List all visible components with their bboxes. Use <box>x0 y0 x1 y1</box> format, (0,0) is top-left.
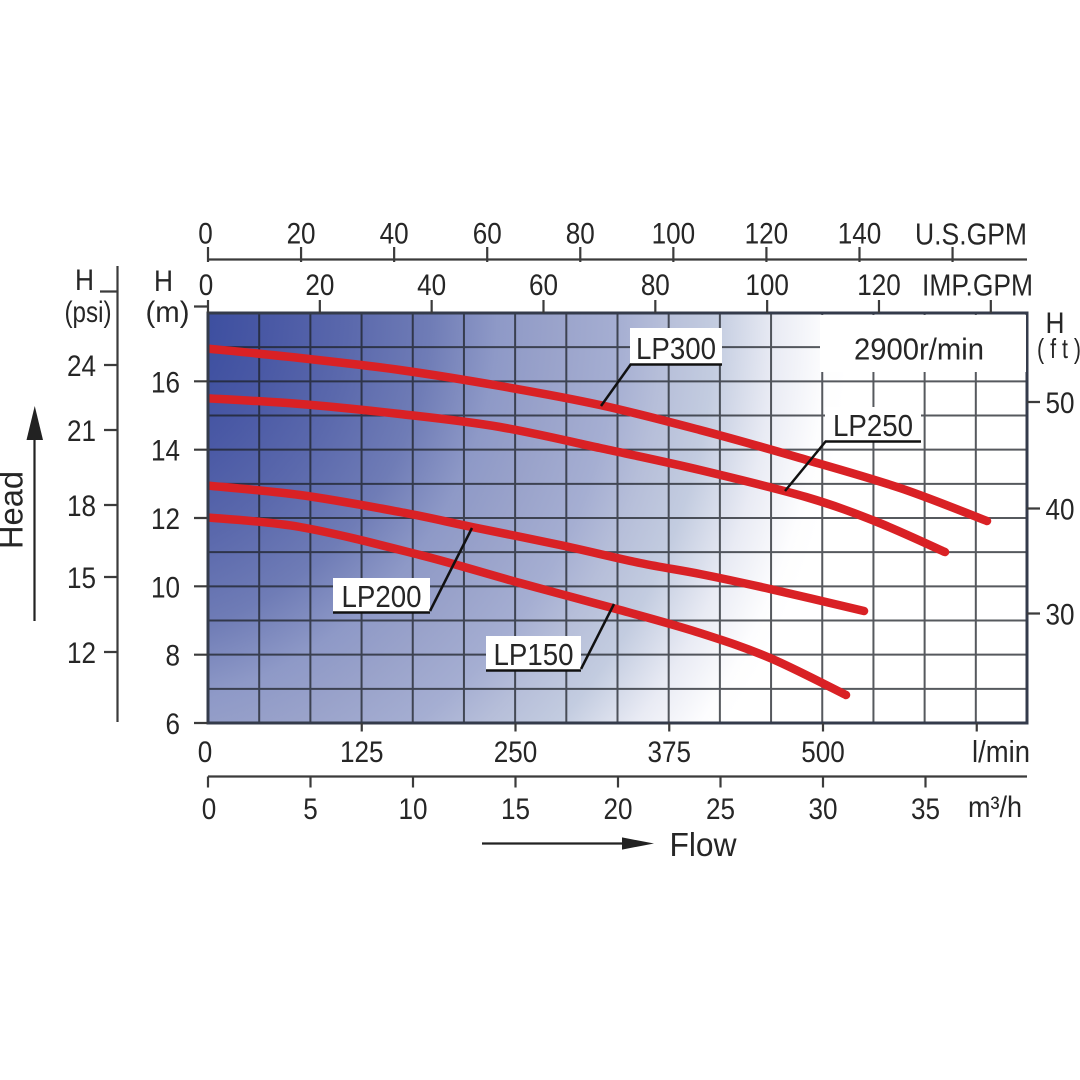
svg-text:Flow: Flow <box>670 826 737 863</box>
svg-text:U.S.GPM: U.S.GPM <box>915 216 1027 251</box>
svg-text:H: H <box>1046 307 1065 340</box>
svg-text:m³/h: m³/h <box>968 791 1022 824</box>
svg-text:0: 0 <box>199 269 214 302</box>
svg-text:20: 20 <box>287 217 316 250</box>
svg-text:H: H <box>75 264 94 297</box>
svg-text:24: 24 <box>67 350 96 383</box>
svg-text:2900r/min: 2900r/min <box>854 332 984 367</box>
svg-text:60: 60 <box>529 269 558 302</box>
svg-text:50: 50 <box>1046 387 1075 420</box>
svg-text:40: 40 <box>417 269 446 302</box>
svg-text:(psi): (psi) <box>65 296 112 329</box>
svg-text:5: 5 <box>303 793 318 826</box>
svg-text:LP200: LP200 <box>342 579 422 614</box>
svg-text:0: 0 <box>198 736 213 769</box>
svg-text:60: 60 <box>473 217 502 250</box>
svg-text:140: 140 <box>838 217 882 250</box>
svg-text:l/min: l/min <box>972 734 1030 769</box>
svg-text:10: 10 <box>151 571 180 604</box>
svg-text:LP250: LP250 <box>833 408 913 443</box>
svg-text:18: 18 <box>67 490 96 523</box>
svg-text:15: 15 <box>67 562 96 595</box>
svg-text:6: 6 <box>166 708 181 741</box>
svg-text:250: 250 <box>494 736 538 769</box>
svg-text:80: 80 <box>641 269 670 302</box>
svg-text:Head: Head <box>0 471 30 549</box>
svg-text:0: 0 <box>202 793 217 826</box>
svg-text:21: 21 <box>67 415 96 448</box>
svg-text:125: 125 <box>340 736 384 769</box>
svg-text:20: 20 <box>305 269 334 302</box>
svg-text:500: 500 <box>801 736 845 769</box>
svg-text:0: 0 <box>198 217 213 250</box>
svg-text:H: H <box>154 265 173 298</box>
svg-text:80: 80 <box>566 217 595 250</box>
svg-text:35: 35 <box>911 793 940 826</box>
svg-text:30: 30 <box>1046 599 1075 632</box>
svg-text:30: 30 <box>809 793 838 826</box>
svg-text:100: 100 <box>652 217 696 250</box>
svg-text:(m): (m) <box>146 296 190 329</box>
svg-text:LP300: LP300 <box>636 331 716 366</box>
svg-text:120: 120 <box>857 269 901 302</box>
svg-text:16: 16 <box>151 366 180 399</box>
svg-text:120: 120 <box>745 217 789 250</box>
svg-text:12: 12 <box>151 503 180 536</box>
svg-text:375: 375 <box>648 736 692 769</box>
svg-text:25: 25 <box>706 793 735 826</box>
svg-text:15: 15 <box>501 793 530 826</box>
svg-text:100: 100 <box>745 269 789 302</box>
svg-text:LP150: LP150 <box>494 637 574 672</box>
svg-text:40: 40 <box>1046 494 1075 527</box>
svg-text:12: 12 <box>67 637 96 670</box>
svg-text:( f t ): ( f t ) <box>1037 333 1080 364</box>
svg-text:14: 14 <box>151 435 180 468</box>
svg-text:10: 10 <box>399 793 428 826</box>
svg-text:8: 8 <box>166 640 181 673</box>
svg-text:40: 40 <box>380 217 409 250</box>
svg-text:20: 20 <box>604 793 633 826</box>
svg-text:IMP.GPM: IMP.GPM <box>922 267 1033 302</box>
